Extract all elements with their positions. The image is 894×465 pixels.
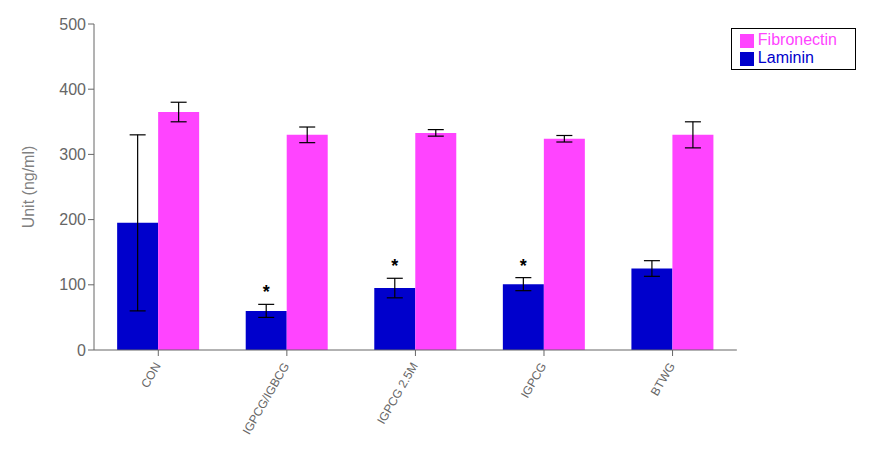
svg-text:200: 200 <box>59 211 86 228</box>
svg-text:CON: CON <box>138 360 163 390</box>
svg-text:BTWG: BTWG <box>648 360 678 398</box>
svg-text:500: 500 <box>59 16 86 33</box>
svg-text:Unit (ng/ml): Unit (ng/ml) <box>20 146 37 229</box>
svg-text:400: 400 <box>59 81 86 98</box>
svg-text:0: 0 <box>77 342 86 359</box>
svg-text:IGPCG: IGPCG <box>518 360 549 400</box>
html-text:Fibronectin: Fibronectin <box>757 31 837 48</box>
svg-text:IGPCG/IGBCG: IGPCG/IGBCG <box>240 360 292 437</box>
svg-text:*: * <box>263 282 270 302</box>
svg-text:*: * <box>391 256 398 276</box>
svg-text:IGPCG 2.5M: IGPCG 2.5M <box>374 360 420 426</box>
svg-text:*: * <box>520 256 527 276</box>
html-text:Laminin: Laminin <box>757 49 814 66</box>
svg-text:300: 300 <box>59 146 86 163</box>
svg-text:100: 100 <box>59 276 86 293</box>
